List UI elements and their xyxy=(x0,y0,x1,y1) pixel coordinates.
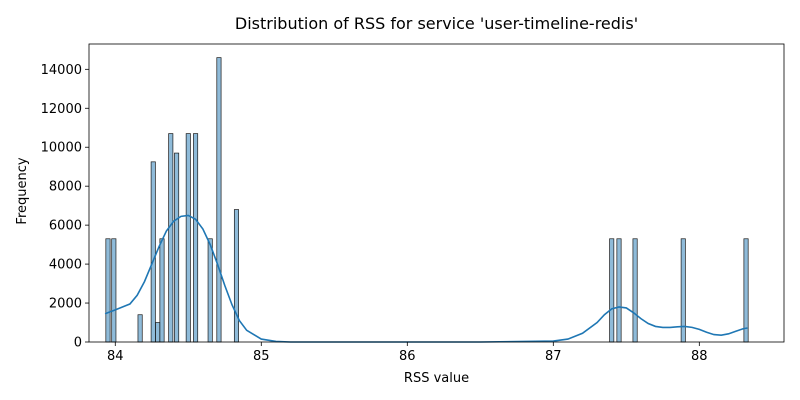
y-tick-label-2000: 2000 xyxy=(49,297,82,312)
y-tick-label-0: 0 xyxy=(74,336,82,351)
histogram-bar-2 xyxy=(137,314,143,343)
x-tick-label-87: 87 xyxy=(545,349,562,364)
plot-frame xyxy=(88,43,785,343)
histogram-bar-6 xyxy=(168,133,174,343)
histogram-bar-7 xyxy=(174,152,180,343)
histogram-bar-1 xyxy=(111,238,117,343)
y-axis-label: Frequency xyxy=(15,157,30,224)
histogram-bars xyxy=(105,57,749,343)
histogram-bar-17 xyxy=(743,238,749,343)
y-tick-label-12000: 12000 xyxy=(41,102,82,117)
x-tick-label-84: 84 xyxy=(107,349,124,364)
x-axis-label: RSS value xyxy=(404,371,469,386)
y-tick-label-8000: 8000 xyxy=(49,180,82,195)
y-tick-label-4000: 4000 xyxy=(49,258,82,273)
x-axis: 84 85 86 87 88 xyxy=(107,342,708,364)
histogram-bar-15 xyxy=(632,238,638,343)
histogram-bar-9 xyxy=(193,133,199,343)
y-tick-label-10000: 10000 xyxy=(41,141,82,156)
y-tick-label-6000: 6000 xyxy=(49,219,82,234)
x-tick-label-85: 85 xyxy=(253,349,270,364)
histogram-bar-0 xyxy=(105,238,111,343)
histogram-bar-10 xyxy=(207,238,213,343)
histogram-bar-12 xyxy=(233,209,239,343)
histogram-bar-8 xyxy=(185,133,191,343)
kde-curve xyxy=(104,214,748,343)
histogram-bar-3 xyxy=(150,161,156,343)
histogram-bar-4 xyxy=(155,322,161,343)
histogram-bar-11 xyxy=(216,57,222,343)
y-axis: 0 2000 4000 6000 8000 10000 12000 14000 xyxy=(41,63,89,351)
x-tick-label-88: 88 xyxy=(691,349,708,364)
y-tick-label-14000: 14000 xyxy=(41,63,82,78)
histogram-bar-13 xyxy=(609,238,615,343)
chart-title: Distribution of RSS for service 'user-ti… xyxy=(235,14,638,33)
x-tick-label-86: 86 xyxy=(399,349,416,364)
histogram-bar-14 xyxy=(616,238,622,343)
histogram-bar-5 xyxy=(159,238,165,343)
